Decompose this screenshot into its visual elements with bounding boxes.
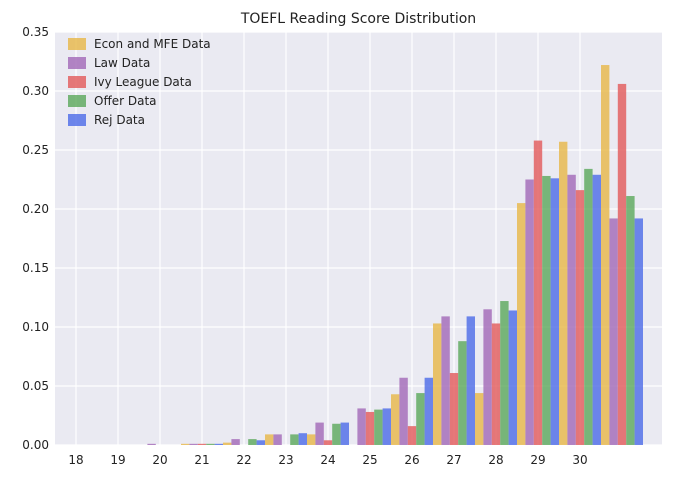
- y-tick-label: 0.00: [22, 438, 49, 452]
- bar-econ-and-mfe-data-30: [601, 65, 610, 445]
- bar-law-data-19: [147, 443, 156, 445]
- bar-rej-data-24: [382, 408, 391, 445]
- x-tick-label: 21: [194, 453, 209, 467]
- bar-law-data-29: [567, 174, 576, 445]
- legend-label: Econ and MFE Data: [94, 37, 211, 51]
- bar-offer-data-29: [584, 168, 593, 445]
- bar-law-data-27: [483, 309, 492, 445]
- bar-ivy-league-data-25: [407, 426, 417, 445]
- x-tick-label: 23: [278, 453, 293, 467]
- legend-label: Law Data: [94, 56, 150, 70]
- bar-law-data-25: [399, 377, 408, 445]
- bar-econ-and-mfe-data-22: [265, 434, 274, 445]
- x-tick-label: 20: [152, 453, 167, 467]
- bar-rej-data-29: [592, 174, 601, 445]
- bar-rej-data-22: [298, 433, 307, 445]
- bar-offer-data-26: [458, 341, 467, 445]
- bar-offer-data-21: [248, 439, 257, 445]
- bar-offer-data-22: [290, 434, 299, 445]
- bar-ivy-league-data-29: [575, 190, 585, 445]
- bar-law-data-23: [315, 422, 324, 445]
- y-tick-label: 0.20: [22, 202, 49, 216]
- y-tick-label: 0.15: [22, 261, 49, 275]
- bar-law-data-30: [609, 218, 618, 445]
- legend-label: Rej Data: [94, 113, 145, 127]
- legend-swatch: [68, 114, 86, 126]
- y-tick-label: 0.35: [22, 25, 49, 39]
- legend-label: Ivy League Data: [94, 75, 192, 89]
- bar-offer-data-20: [206, 443, 215, 445]
- y-tick-label: 0.05: [22, 379, 49, 393]
- bar-rej-data-23: [340, 422, 349, 445]
- legend-swatch: [68, 76, 86, 88]
- bar-ivy-league-data-30: [617, 83, 627, 446]
- bar-rej-data-20: [214, 443, 223, 445]
- bar-ivy-league-data-27: [491, 323, 501, 445]
- x-tick-label: 27: [446, 453, 461, 467]
- bar-law-data-26: [441, 316, 450, 445]
- x-tick-label: 28: [488, 453, 503, 467]
- x-tick-label: 26: [404, 453, 419, 467]
- bar-offer-data-28: [542, 175, 551, 445]
- y-tick-label: 0.30: [22, 84, 49, 98]
- bar-rej-data-27: [508, 310, 517, 445]
- bar-econ-and-mfe-data-27: [475, 393, 484, 445]
- x-tick-label: 18: [68, 453, 83, 467]
- chart-title: TOEFL Reading Score Distribution: [240, 11, 476, 27]
- bar-offer-data-27: [500, 301, 509, 445]
- bar-offer-data-24: [374, 409, 383, 445]
- legend-swatch: [68, 38, 86, 50]
- legend-label: Offer Data: [94, 94, 157, 108]
- bar-ivy-league-data-24: [365, 411, 375, 445]
- bar-rej-data-28: [550, 178, 559, 445]
- bar-rej-data-26: [466, 316, 475, 445]
- bar-econ-and-mfe-data-28: [517, 203, 526, 445]
- bar-econ-and-mfe-data-25: [391, 394, 400, 445]
- bar-econ-and-mfe-data-20: [181, 443, 190, 445]
- legend-swatch: [68, 95, 86, 107]
- bar-law-data-28: [525, 179, 534, 445]
- bar-ivy-league-data-20: [197, 443, 207, 445]
- bar-econ-and-mfe-data-26: [433, 323, 442, 445]
- legend-swatch: [68, 57, 86, 69]
- legend: Econ and MFE Data Law Data Ivy League Data…: [68, 37, 211, 127]
- x-tick-label: 29: [530, 453, 545, 467]
- bar-law-data-21: [231, 439, 240, 445]
- bars-group: [147, 65, 643, 446]
- bar-law-data-22: [273, 434, 282, 445]
- bar-rej-data-25: [424, 377, 433, 445]
- y-tick-labels: 0.00 0.05 0.10 0.15 0.20 0.25 0.30 0.35: [22, 25, 49, 452]
- bar-ivy-league-data-28: [533, 140, 543, 445]
- x-tick-label: 19: [110, 453, 125, 467]
- bar-law-data-20: [189, 443, 198, 445]
- bar-ivy-league-data-23: [323, 440, 333, 445]
- bar-offer-data-23: [332, 423, 341, 445]
- bar-ivy-league-data-26: [449, 373, 459, 445]
- y-tick-label: 0.25: [22, 143, 49, 157]
- bar-econ-and-mfe-data-29: [559, 141, 568, 446]
- x-tick-label: 22: [236, 453, 251, 467]
- x-tick-labels: 18 19 20 21 22 23 24 25 26 27 28 29 30: [68, 453, 587, 467]
- bar-law-data-24: [357, 408, 366, 445]
- bar-econ-and-mfe-data-23: [307, 434, 316, 445]
- bar-econ-and-mfe-data-21: [223, 442, 232, 445]
- bar-offer-data-30: [626, 196, 635, 445]
- bar-rej-data-30: [634, 218, 643, 445]
- y-tick-label: 0.10: [22, 320, 49, 334]
- x-tick-label: 24: [320, 453, 335, 467]
- bar-rej-data-21: [256, 440, 265, 445]
- x-tick-label: 30: [572, 453, 587, 467]
- x-tick-label: 25: [362, 453, 377, 467]
- bar-offer-data-25: [416, 393, 425, 445]
